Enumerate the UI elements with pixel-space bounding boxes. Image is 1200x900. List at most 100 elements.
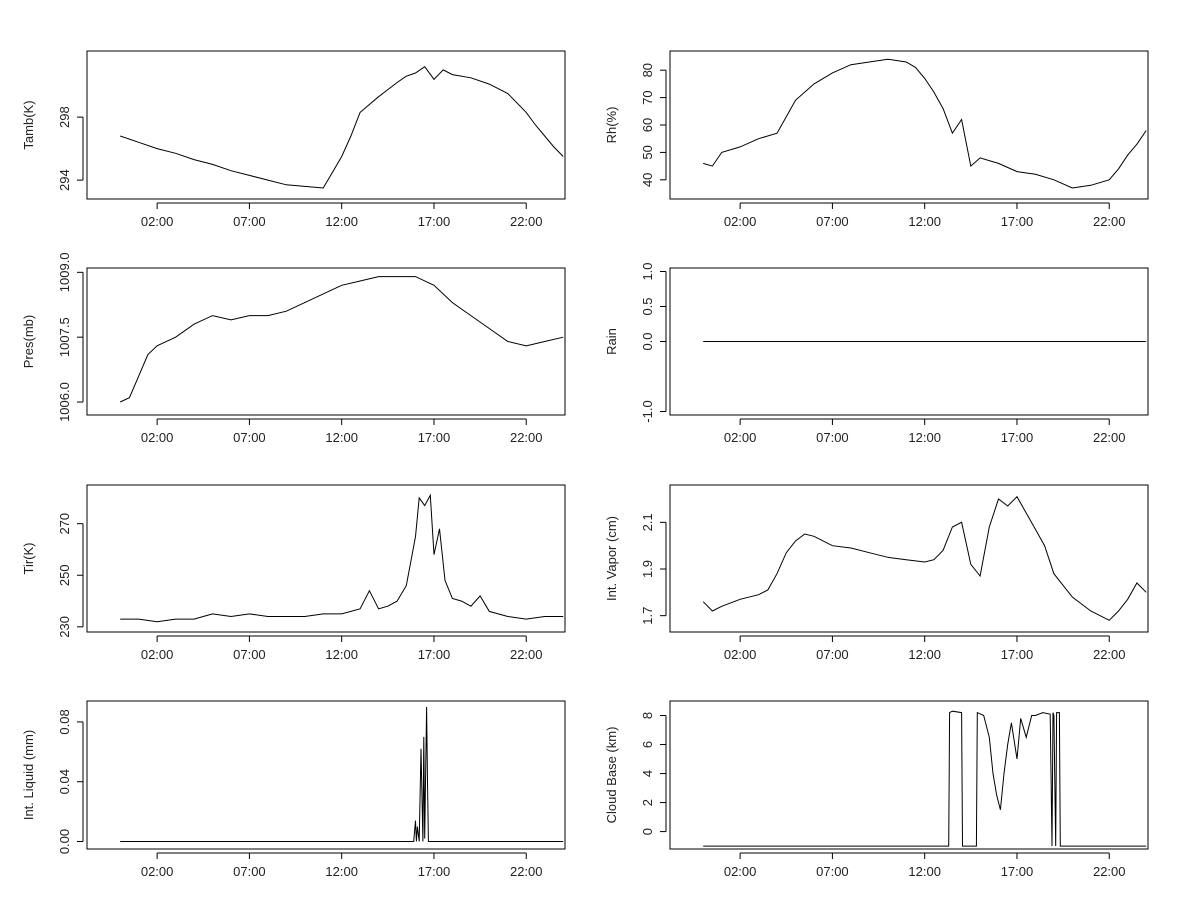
plot-frame: [86, 267, 566, 416]
x-tick-label: 17:00: [1001, 647, 1034, 662]
plot-frame: [86, 700, 566, 850]
y-tick-label: 6: [640, 741, 655, 748]
panel-3: 02:00 07:00 12:00 17:00 22:00 1006.0 1007.5 100…: [21, 252, 566, 445]
y-tick-label: 2: [640, 799, 655, 806]
x-tick-label: 07:00: [816, 430, 849, 445]
x-tick-label: 22:00: [510, 214, 543, 229]
y-tick-label: 0.08: [57, 709, 72, 734]
y-tick-label: 1009.0: [57, 252, 72, 292]
panel-8: 02:00 07:00 12:00 17:00 22:00 0 2 4 6 8 Cloud Base…: [604, 700, 1149, 879]
x-tick-label: 02:00: [724, 864, 757, 879]
y-axis-title: Tamb(K): [21, 100, 36, 149]
x-tick-label: 17:00: [418, 214, 451, 229]
x-tick-label: 12:00: [325, 430, 358, 445]
panel-2: 02:00 07:00 12:00 17:00 22:00 40 50 60 70 80 Rh(%): [604, 50, 1149, 229]
panel-6: 02:00 07:00 12:00 17:00 22:00 1.7 1.9 2.1 Int. V…: [604, 484, 1149, 662]
x-tick-label: 17:00: [418, 647, 451, 662]
x-tick-label: 02:00: [724, 430, 757, 445]
x-tick-label: 12:00: [325, 647, 358, 662]
x-tick-label: 17:00: [418, 864, 451, 879]
plot-frame: [669, 700, 1149, 850]
plot-frame: [669, 50, 1149, 200]
series-line: [703, 710, 1147, 847]
y-tick-label: 60: [640, 118, 655, 132]
y-tick-label: 1.7: [640, 607, 655, 625]
y-axis-title: Rh(%): [604, 107, 619, 144]
x-tick-label: 07:00: [816, 214, 849, 229]
series-line: [120, 493, 564, 623]
y-tick-label: 1.0: [640, 262, 655, 280]
series-line: [120, 706, 564, 842]
y-axis-title: Rain: [604, 328, 619, 355]
x-tick-label: 02:00: [724, 214, 757, 229]
y-tick-label: 70: [640, 90, 655, 104]
series-line: [703, 58, 1147, 189]
y-tick-label: 4: [640, 770, 655, 777]
y-tick-label: 0.0: [640, 332, 655, 350]
y-tick-label: 80: [640, 63, 655, 77]
x-tick-label: 02:00: [724, 647, 757, 662]
x-tick-label: 02:00: [141, 864, 174, 879]
y-tick-label: 0.04: [57, 769, 72, 794]
series-line: [119, 276, 564, 403]
y-tick-label: 0.5: [640, 297, 655, 315]
x-tick-label: 02:00: [141, 214, 174, 229]
y-tick-label: 0: [640, 828, 655, 835]
x-tick-label: 12:00: [908, 647, 941, 662]
y-tick-label: 0.00: [57, 829, 72, 854]
panel-7: 02:00 07:00 12:00 17:00 22:00 0.00 0.04 0.08 Int…: [21, 700, 566, 879]
panel-1: 02:00 07:00 12:00 17:00 22:00 294 298 Tamb(K): [21, 50, 566, 229]
x-tick-label: 02:00: [141, 430, 174, 445]
x-tick-label: 07:00: [816, 647, 849, 662]
series-line: [702, 495, 1147, 621]
x-tick-label: 07:00: [233, 214, 266, 229]
x-tick-label: 22:00: [1093, 647, 1126, 662]
y-tick-label: 270: [57, 513, 72, 535]
x-tick-label: 07:00: [233, 864, 266, 879]
y-tick-label: 294: [57, 169, 72, 191]
plot-frame: [669, 267, 1149, 416]
y-axis-title: Int. Vapor (cm): [604, 516, 619, 601]
x-tick-label: 22:00: [510, 647, 543, 662]
y-tick-label: 250: [57, 564, 72, 586]
y-tick-label: 8: [640, 712, 655, 719]
y-tick-label: 2.1: [640, 513, 655, 531]
x-tick-label: 07:00: [816, 864, 849, 879]
y-tick-label: 298: [57, 106, 72, 128]
y-tick-label: -1.0: [640, 400, 655, 422]
y-axis-title: Int. Liquid (mm): [21, 730, 36, 820]
y-tick-label: 230: [57, 616, 72, 638]
y-axis-title: Tir(K): [21, 542, 36, 574]
x-tick-label: 17:00: [1001, 214, 1034, 229]
y-axis-title: Cloud Base (km): [604, 727, 619, 824]
x-tick-label: 12:00: [908, 214, 941, 229]
x-tick-label: 22:00: [510, 864, 543, 879]
x-tick-label: 22:00: [1093, 214, 1126, 229]
y-tick-label: 1006.0: [57, 382, 72, 422]
x-tick-label: 02:00: [141, 647, 174, 662]
panel-5: 02:00 07:00 12:00 17:00 22:00 230 250 270 Tir(K): [21, 484, 566, 662]
x-tick-label: 22:00: [1093, 864, 1126, 879]
plot-frame: [86, 50, 566, 200]
x-tick-label: 22:00: [1093, 430, 1126, 445]
panel-4: 02:00 07:00 12:00 17:00 22:00 -1.0 0.0 0.5 1.0 Ra…: [604, 262, 1149, 445]
x-tick-label: 17:00: [1001, 864, 1034, 879]
plot-frame: [86, 484, 566, 633]
y-tick-label: 1.9: [640, 560, 655, 578]
x-tick-label: 12:00: [908, 864, 941, 879]
y-axis-title: Pres(mb): [21, 315, 36, 368]
x-tick-label: 12:00: [325, 214, 358, 229]
x-tick-label: 07:00: [233, 430, 266, 445]
y-tick-label: 40: [640, 173, 655, 187]
x-tick-label: 12:00: [325, 864, 358, 879]
x-tick-label: 07:00: [233, 647, 266, 662]
x-tick-label: 17:00: [418, 430, 451, 445]
x-tick-label: 12:00: [908, 430, 941, 445]
y-tick-label: 50: [640, 145, 655, 159]
x-tick-label: 22:00: [510, 430, 543, 445]
plot-frame: [669, 484, 1149, 633]
x-tick-label: 17:00: [1001, 430, 1034, 445]
y-tick-label: 1007.5: [57, 317, 72, 357]
series-line: [120, 66, 564, 189]
